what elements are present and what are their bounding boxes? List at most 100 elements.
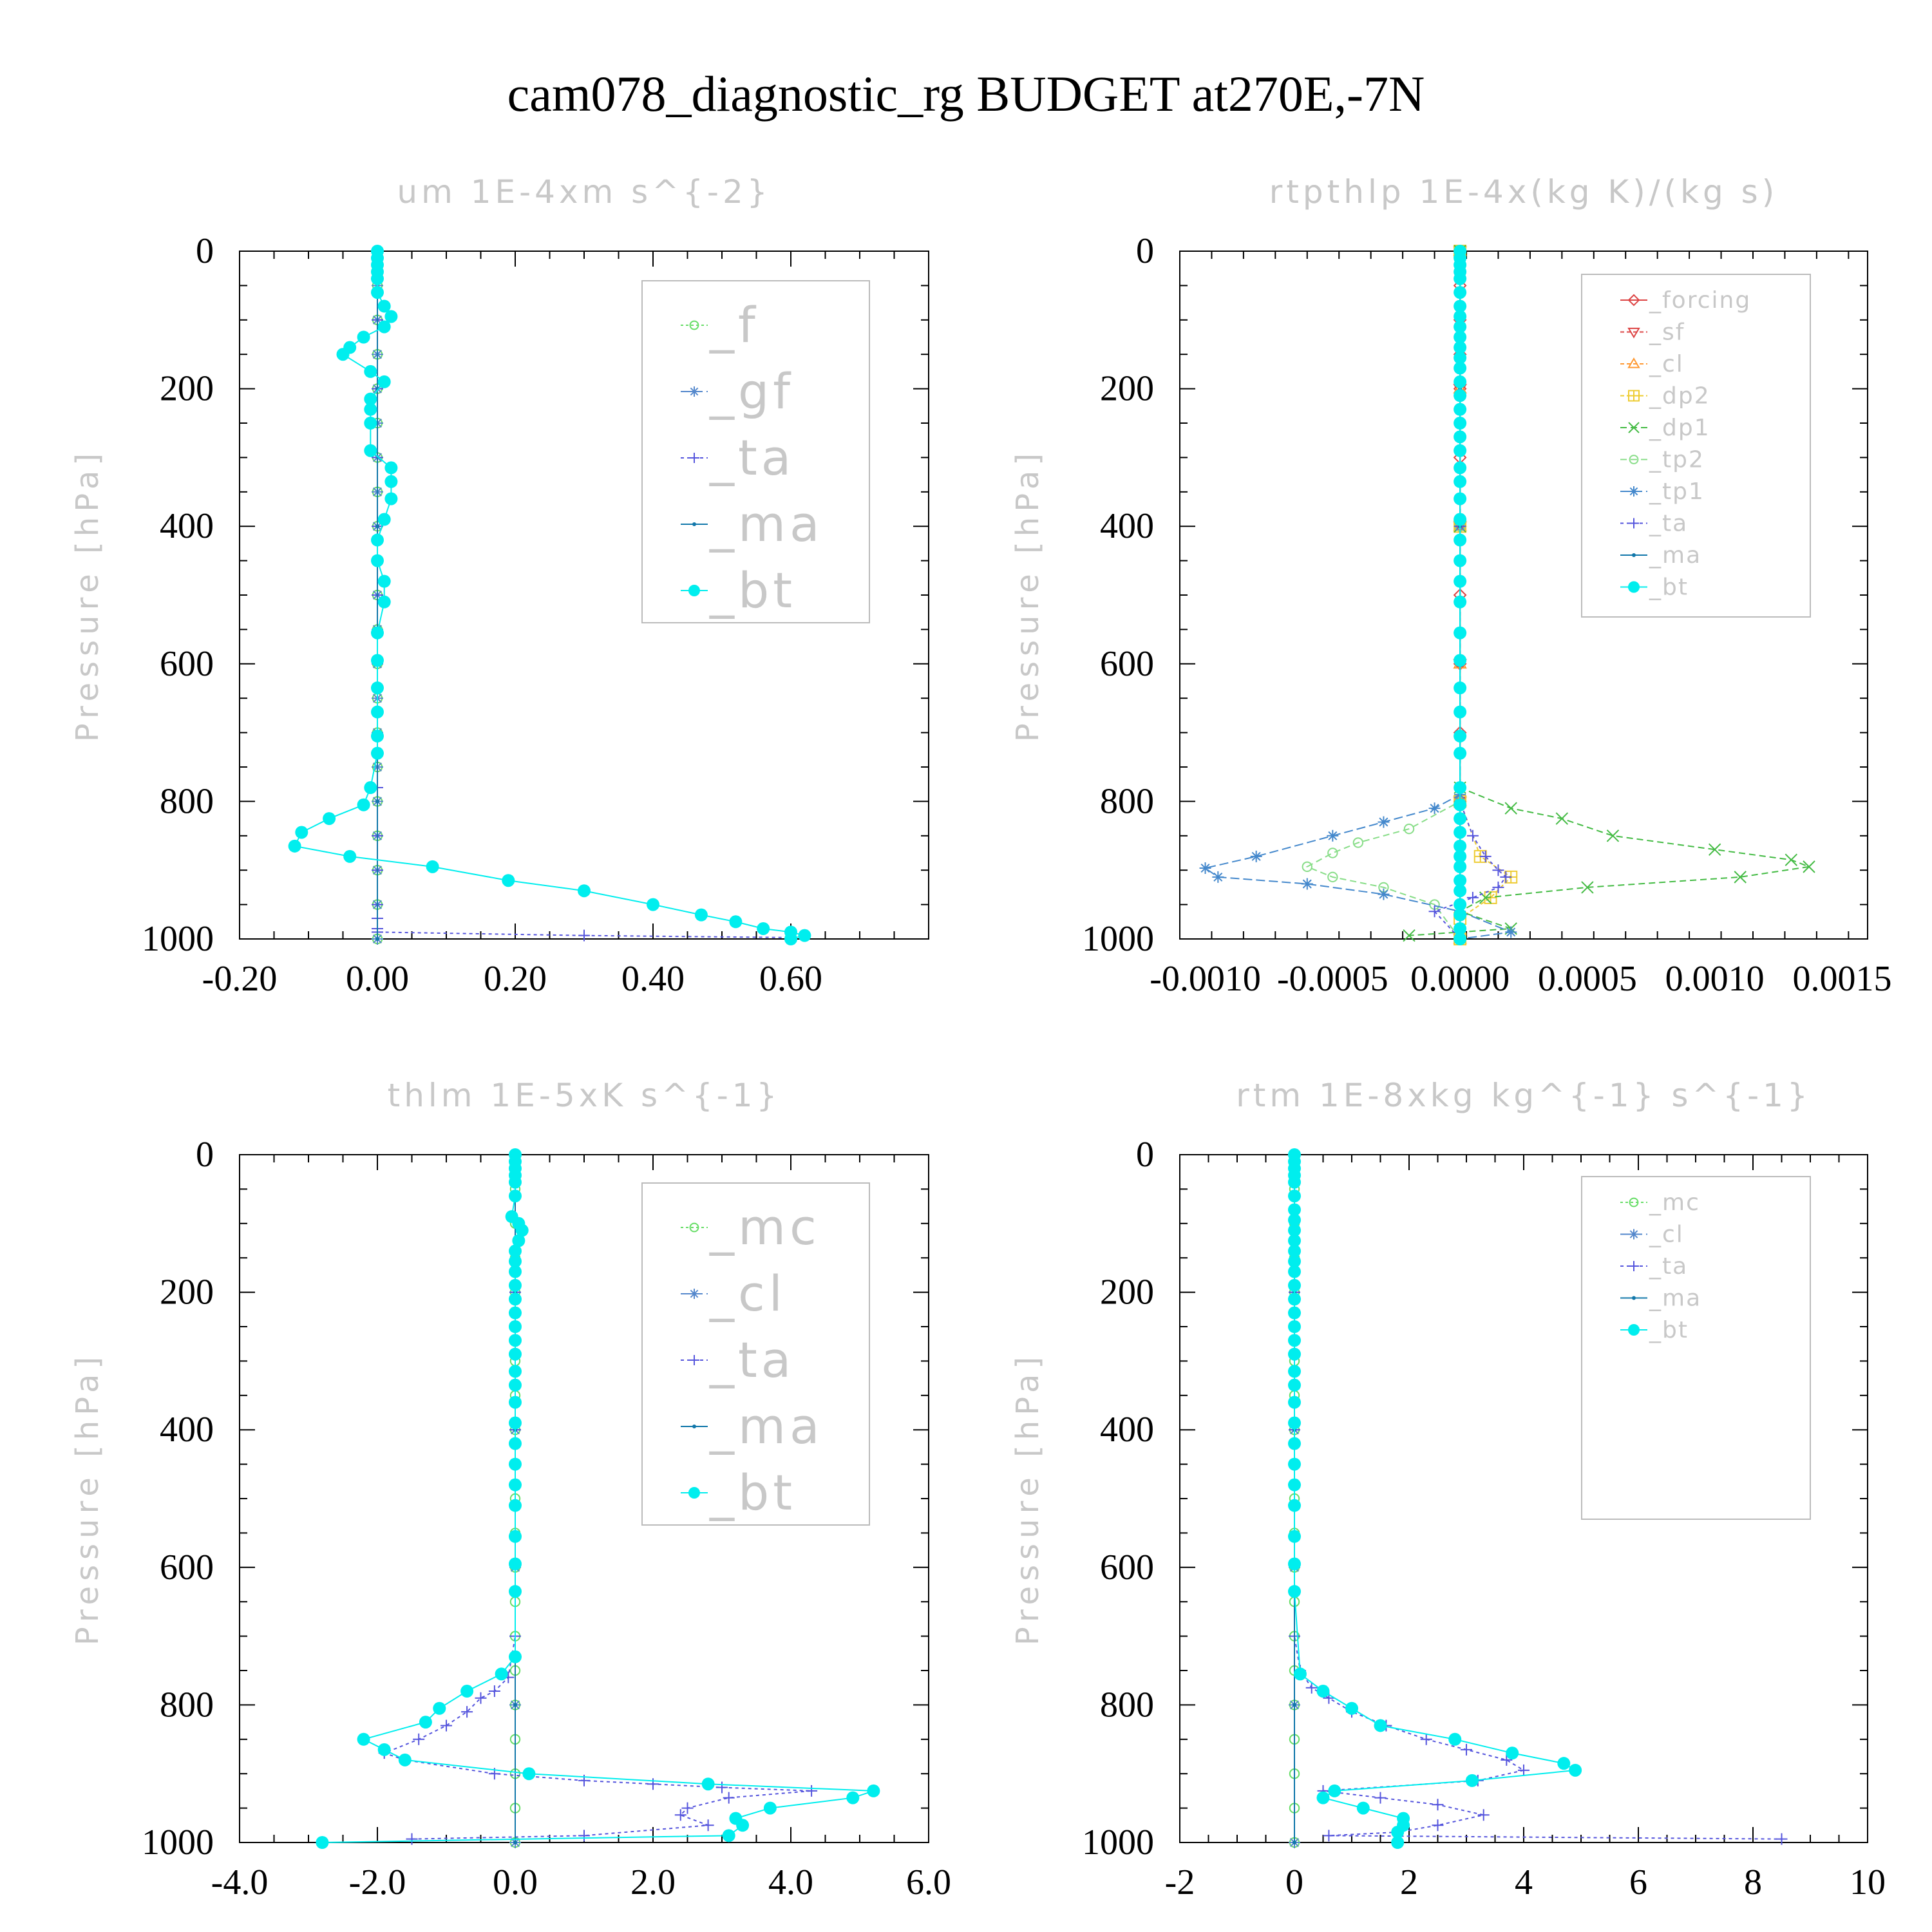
x-tick-label: 8 <box>1744 1862 1762 1902</box>
data-point-ta <box>1518 1764 1530 1776</box>
data-point-bt <box>1454 860 1467 873</box>
data-point-bt <box>722 1829 735 1842</box>
chart-panel-3: thlm 1E-5xK s^{-1} Pressure [hPa] 0 200 400 6… <box>70 1077 951 1902</box>
y-tick-label: 600 <box>160 644 214 684</box>
y-tick-label: 200 <box>1100 369 1154 409</box>
legend-marker <box>689 1355 699 1365</box>
data-point-bt <box>1454 461 1467 475</box>
data-point-ta <box>578 1830 590 1842</box>
data-point-tp2 <box>1327 848 1338 858</box>
x-tick-label: 6 <box>1629 1862 1647 1902</box>
data-point-ta <box>1477 1809 1490 1821</box>
x-tick-label: -0.0010 <box>1150 959 1261 999</box>
data-point-bt <box>509 1255 522 1268</box>
data-point-bt <box>371 272 384 285</box>
x-tick-label: -4.0 <box>211 1862 269 1902</box>
y-tick-label: 800 <box>160 781 214 821</box>
chart-panel-1: um 1E-4xm s^{-2} Pressure [hPa] 0 200 400 600… <box>70 173 929 999</box>
legend-label: _tp2 <box>1649 447 1705 473</box>
data-point-bt <box>377 574 391 588</box>
data-point-bt <box>364 402 377 416</box>
legend-label: _tp1 <box>1649 478 1705 505</box>
data-point-bt <box>1454 826 1467 839</box>
data-point-ta <box>1492 864 1504 876</box>
data-point-bt <box>1454 389 1467 402</box>
data-point-dp1 <box>1555 812 1569 825</box>
data-point-bt <box>512 1234 526 1247</box>
y-tick-label: 0 <box>196 1135 214 1175</box>
legend-marker <box>689 386 699 397</box>
y-tick-label: 400 <box>160 1410 214 1450</box>
y-axis-label: Pressure [hPa] <box>70 448 106 742</box>
data-point-bt <box>1288 1234 1301 1247</box>
y-tick-label: 400 <box>1100 506 1154 546</box>
y-tick-label: 1000 <box>1082 1823 1154 1862</box>
legend-box <box>1581 1176 1811 1520</box>
legend-marker <box>1629 1197 1639 1208</box>
data-point-bt <box>295 826 308 839</box>
data-point-ta <box>406 1833 418 1845</box>
data-point-bt <box>509 1650 522 1663</box>
legend-marker <box>1627 357 1640 368</box>
data-point-bt <box>1288 1365 1301 1378</box>
data-point-bt <box>763 1801 777 1815</box>
data-point-bt <box>1454 898 1467 911</box>
data-point-tp1 <box>1250 850 1262 862</box>
legend-label: _cl <box>709 1265 786 1322</box>
data-point-bt <box>1454 299 1467 313</box>
data-point-bt <box>509 1265 522 1278</box>
legend-label: _sf <box>1649 319 1685 346</box>
legend-marker <box>1629 455 1639 464</box>
data-point-bt <box>1454 286 1467 299</box>
x-tick-label: 0.40 <box>621 959 685 999</box>
data-point-tp2 <box>1403 823 1415 835</box>
data-point-bt <box>343 849 357 863</box>
data-point-bt <box>398 1753 412 1766</box>
data-point-bt <box>1288 1396 1301 1409</box>
data-point-ta <box>716 1781 728 1794</box>
series-layer <box>288 245 811 945</box>
legend-marker <box>688 1487 700 1499</box>
data-point-bt <box>1391 1825 1405 1839</box>
legend-marker <box>1629 518 1639 529</box>
x-tick-label: 4.0 <box>768 1862 813 1902</box>
panel-title: um 1E-4xm s^{-2} <box>397 173 771 211</box>
data-point-bt <box>1454 908 1467 922</box>
data-point-bt <box>509 1585 522 1598</box>
data-point-bt <box>1288 1585 1301 1598</box>
legend-marker <box>1628 422 1640 433</box>
y-tick-label: 400 <box>160 506 214 546</box>
data-point-bt <box>460 1685 474 1698</box>
legend-label: _f <box>709 296 759 354</box>
y-tick-label: 0 <box>196 231 214 271</box>
data-point-tp1 <box>1327 829 1339 842</box>
data-point-bt <box>509 1320 522 1333</box>
data-point-bt <box>1454 681 1467 695</box>
x-tick-label: -2 <box>1165 1862 1195 1902</box>
x-tick-label: 2.0 <box>630 1862 676 1902</box>
data-point-tp1 <box>1428 802 1441 815</box>
legend-marker <box>1629 486 1639 497</box>
legend-marker <box>1632 1296 1636 1300</box>
legend-marker <box>692 522 696 526</box>
data-point-bt <box>1454 922 1467 935</box>
data-point-bt <box>1288 1265 1301 1278</box>
data-point-bt <box>433 1701 446 1715</box>
data-point-bt <box>522 1767 536 1781</box>
data-point-bt <box>364 365 377 378</box>
data-point-bt <box>1288 1457 1301 1471</box>
y-tick-label: 1000 <box>1082 919 1154 959</box>
y-tick-label: 200 <box>1100 1273 1154 1312</box>
data-point-bt <box>1288 1347 1301 1361</box>
data-point-bt <box>1316 1685 1330 1698</box>
data-point-bt <box>419 1716 432 1729</box>
data-point-ta <box>1466 829 1479 842</box>
data-point-tp1 <box>1378 888 1390 900</box>
data-point-ta <box>1323 1830 1335 1842</box>
data-point-bt <box>1288 1278 1301 1292</box>
data-point-bt <box>1454 417 1467 430</box>
data-point-ma <box>1293 1841 1296 1844</box>
data-point-bt <box>371 626 384 639</box>
data-point-bt <box>357 798 370 811</box>
